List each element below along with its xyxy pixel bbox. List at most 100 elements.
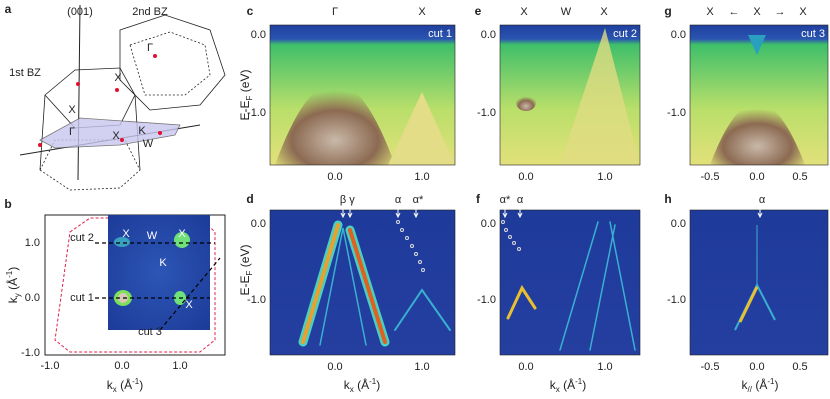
arpes-e	[500, 25, 640, 165]
y-tick-label: 0.0	[671, 29, 686, 41]
bz-label: 2nd BZ	[132, 6, 168, 18]
label-part: y	[13, 293, 22, 297]
x-tick-label: 0.0	[327, 171, 342, 183]
panel-label: e	[475, 4, 482, 18]
bz-sketch	[19, 4, 226, 191]
label-part: E-E	[238, 100, 252, 120]
label-part: k	[344, 378, 351, 392]
bz-points	[38, 54, 162, 147]
x-axis-title: kx (Å-1)	[107, 377, 143, 394]
band-label: α	[395, 194, 402, 206]
point-label: ←	[729, 6, 740, 18]
x-axis-title: kx (Å-1)	[344, 377, 380, 394]
k-label: W	[147, 230, 158, 242]
x-tick-label: 1.0	[172, 360, 187, 372]
x-tick-label: 0.0	[327, 361, 342, 373]
y-tick-label: 0.0	[671, 218, 686, 230]
y-tick-label: 0.0	[481, 218, 496, 230]
label-part: (eV)	[238, 70, 252, 96]
k-label: cut 3	[138, 326, 162, 338]
y-axis-title: E-EF (eV)	[238, 245, 254, 296]
panel-label: h	[664, 192, 671, 206]
label-part: F	[245, 270, 254, 275]
x-tick-label: 0.0	[518, 171, 533, 183]
label-part: )	[6, 267, 20, 271]
cut-label: cut 1	[428, 28, 452, 40]
label-part: k	[742, 378, 749, 392]
x-tick-label: -0.5	[701, 361, 720, 373]
bz-label: Γ	[69, 126, 75, 138]
band-arrow	[517, 207, 523, 219]
x-tick-label: 1.0	[414, 171, 429, 183]
x-tick-label: 0.0	[518, 361, 533, 373]
y-tick-label: -1.0	[667, 294, 686, 306]
k-label: cut 2	[70, 232, 94, 244]
panel-label: c	[247, 4, 254, 18]
band-arrow	[413, 207, 419, 219]
label-part: )	[139, 378, 143, 392]
label-part: -1	[369, 377, 377, 386]
label-part: (Å	[5, 278, 20, 293]
cut-lines	[95, 242, 221, 331]
x-tick-label: -1.0	[41, 360, 60, 372]
x-tick-label: 1.0	[597, 361, 612, 373]
panel-label: b	[4, 197, 11, 211]
label-part: F	[245, 95, 254, 100]
label-part: //	[748, 385, 753, 394]
band-label: α	[517, 194, 524, 206]
bz-label: X	[68, 104, 76, 116]
band-arrow	[502, 207, 508, 219]
y-tick-label: 0.0	[251, 29, 266, 41]
x-tick-label: 0.0	[114, 360, 129, 372]
label-part: )	[376, 378, 380, 392]
frames	[269, 24, 829, 356]
label-part: -1	[132, 377, 140, 386]
y-tick-label: -1.0	[21, 347, 40, 359]
band-arrow	[757, 207, 763, 219]
y-tick-label: -1.0	[477, 294, 496, 306]
bz-label: (001)	[67, 6, 93, 18]
arpes-h	[690, 210, 828, 355]
bz-label: Γ	[147, 42, 153, 54]
label-part: -1	[767, 377, 775, 386]
panel-label: g	[664, 4, 671, 18]
point-label: Γ	[332, 6, 338, 18]
x-tick-label: 1.0	[414, 361, 429, 373]
k-label: K	[159, 257, 167, 269]
y-tick-label: 0.0	[25, 292, 40, 304]
panel-label: d	[246, 192, 253, 206]
y-tick-label: 1.0	[25, 237, 40, 249]
x-axis-title: kx (Å-1)	[550, 377, 586, 394]
y-tick-label: 0.0	[481, 29, 496, 41]
k-label: X	[178, 228, 186, 240]
band-arrow	[395, 207, 401, 219]
label-part: k	[6, 296, 20, 303]
x-tick-label: 0.0	[749, 361, 764, 373]
label-part: (Å	[117, 377, 132, 392]
x-tick-label: 0.0	[749, 171, 764, 183]
k-label: X	[185, 299, 193, 311]
arpes-g	[690, 25, 828, 165]
bz-label: 1st BZ	[9, 67, 41, 79]
label-part: (Å	[560, 377, 575, 392]
x-tick-label: 0.5	[792, 361, 807, 373]
arpes-d	[270, 210, 455, 355]
label-part: (Å	[752, 377, 767, 392]
arpes-f	[500, 210, 640, 355]
k-map	[108, 215, 210, 330]
cut-label: cut 3	[801, 28, 825, 40]
y-tick-label: -1.0	[477, 107, 496, 119]
band-label: γ	[349, 194, 355, 206]
x-tick-label: 1.0	[597, 171, 612, 183]
y-tick-label: -1.0	[247, 107, 266, 119]
band-label: β	[340, 194, 346, 206]
point-label: X	[418, 6, 426, 18]
point-label: X	[706, 6, 714, 18]
band-label: α*	[413, 194, 424, 206]
band-label: α	[759, 194, 766, 206]
x-tick-label: 0.5	[792, 171, 807, 183]
label-part: x	[113, 385, 117, 394]
panel-label: f	[476, 192, 481, 206]
point-label: X	[520, 6, 528, 18]
